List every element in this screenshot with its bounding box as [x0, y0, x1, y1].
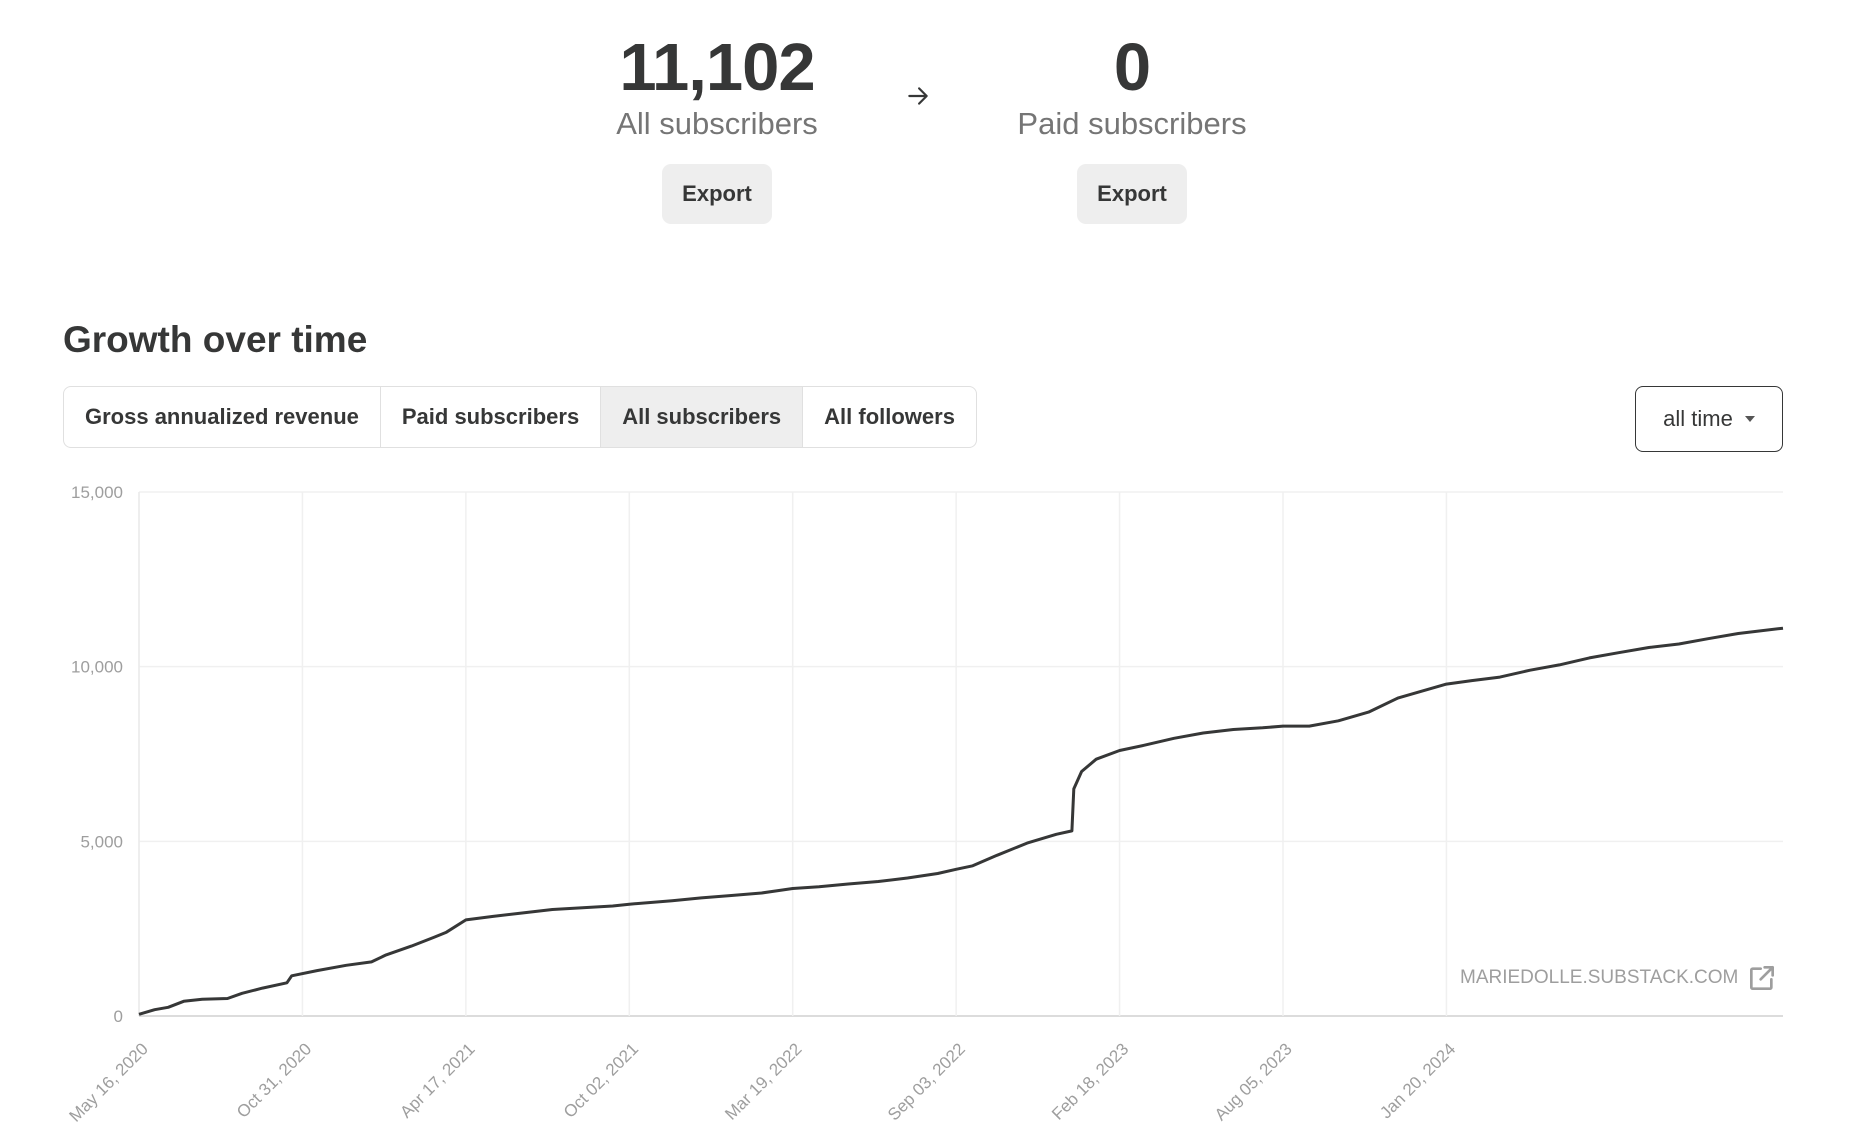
time-range-value: all time [1663, 406, 1733, 431]
x-tick-label: Sep 03, 2022 [884, 1039, 969, 1124]
tab-all-subscribers[interactable]: All subscribers [601, 387, 804, 447]
x-tick-label: Jan 20, 2024 [1376, 1039, 1459, 1122]
x-tick-label: Oct 02, 2021 [560, 1039, 642, 1121]
paid-subscribers-stat: 0 Paid subscribers Export [982, 30, 1282, 224]
paid-subscribers-count: 0 [1113, 30, 1151, 105]
external-link-icon [1750, 966, 1775, 990]
x-tick-label: Feb 18, 2023 [1048, 1039, 1132, 1123]
all-subscribers-stat: 11,102 All subscribers Export [567, 30, 867, 224]
x-tick-label: Oct 31, 2020 [233, 1039, 315, 1121]
all-subscribers-count: 11,102 [619, 30, 815, 105]
watermark[interactable]: MARIEDOLLE.SUBSTACK.COM [1460, 962, 1778, 994]
x-tick-label: Mar 19, 2022 [721, 1039, 805, 1123]
growth-chart: 0 5,000 10,000 15,000 May 16, 2020 Oct 31, 2… [66, 483, 1784, 1126]
y-tick-label: 10,000 [71, 658, 123, 677]
section-title: Growth over time [63, 319, 368, 360]
metric-tabs: Gross annualized revenue Paid subscriber… [63, 386, 977, 448]
series-line [138, 626, 1784, 1016]
tab-gross-annualized-revenue[interactable]: Gross annualized revenue [64, 387, 381, 447]
export-all-subscribers-button[interactable]: Export [662, 164, 772, 224]
x-tick-label: Apr 17, 2021 [396, 1039, 478, 1121]
watermark-text: MARIEDOLLE.SUBSTACK.COM [1460, 967, 1739, 988]
y-tick-label: 15,000 [71, 483, 123, 502]
caret-down-icon [1744, 416, 1755, 422]
y-tick-label: 0 [114, 1007, 123, 1026]
all-subscribers-label: All subscribers [616, 106, 818, 141]
arrow-right-icon [908, 87, 928, 105]
paid-subscribers-label: Paid subscribers [1017, 106, 1247, 141]
y-tick-label: 5,000 [80, 832, 123, 851]
tab-all-followers[interactable]: All followers [824, 404, 955, 429]
time-range-select[interactable]: all time [1635, 386, 1783, 452]
export-paid-subscribers-button[interactable]: Export [1077, 164, 1187, 224]
tab-paid-subscribers[interactable]: Paid subscribers [381, 387, 602, 447]
x-tick-label: Aug 05, 2023 [1211, 1039, 1296, 1124]
x-tick-label: May 16, 2020 [66, 1039, 152, 1125]
